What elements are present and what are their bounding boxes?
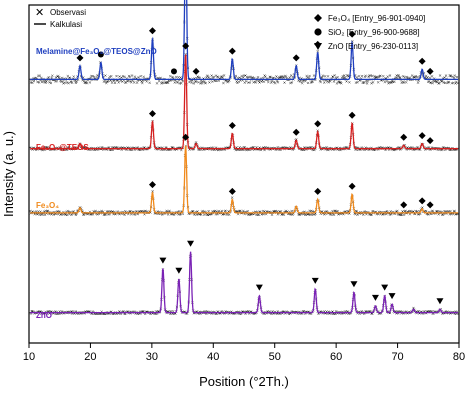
observasi-legend-marker: ✕ <box>35 7 44 19</box>
kalkulasi-legend-label: Kalkulasi <box>50 20 82 29</box>
fe3o4-diamond-marker <box>418 197 426 205</box>
calculated-line-series-2 <box>30 145 459 214</box>
x-tick-label: 70 <box>391 351 403 363</box>
x-tick-label: 80 <box>453 351 465 363</box>
fe3o4-diamond-marker <box>400 133 408 141</box>
x-tick-label: 40 <box>207 351 219 363</box>
fe3o4-diamond-marker <box>314 187 322 195</box>
x-tick-label: 50 <box>269 351 281 363</box>
fe3o4-diamond-marker <box>348 30 356 38</box>
x-axis-label: Position (°2Th.) <box>199 374 289 389</box>
zno-triangle-marker <box>175 267 183 274</box>
y-axis-label: Intensity (a. u.) <box>1 131 16 217</box>
fe3o4-diamond-marker <box>76 54 84 62</box>
fe3o4-diamond-marker <box>418 132 426 140</box>
fe3o4-diamond-marker <box>348 111 356 119</box>
zno-triangle-marker <box>159 257 167 264</box>
series-label-fe3o4-teos: Fe₃O₄@TEOS <box>36 143 89 152</box>
zno-triangle-marker <box>436 298 444 305</box>
x-tick-label: 20 <box>84 351 96 363</box>
fe3o4-diamond-marker <box>148 27 156 35</box>
series-label-melamine: Melamine@Fe₃O₄@TEOS@ZnO <box>36 47 157 56</box>
fe3o4-diamond-marker <box>192 67 200 75</box>
calculated-line-series-1 <box>30 54 459 150</box>
fe3o4-legend-label: Fe₃O₄ [Entry_96-901-0940] <box>328 14 425 23</box>
zno-triangle-marker <box>187 240 195 247</box>
series-label-fe3o4: Fe₃O₄ <box>36 201 59 210</box>
phase-legend: Fe₃O₄ [Entry_96-901-0940] SiO₂ [Entry_96… <box>314 14 425 51</box>
zno-triangle-marker <box>371 294 379 301</box>
zno-legend-label: ZnO [Entry_96-230-0113] <box>328 42 418 51</box>
phase-markers-layer <box>76 27 444 305</box>
fe3o4-diamond-marker <box>228 47 236 55</box>
x-axis: 10 20 30 40 50 60 70 80 <box>23 343 465 363</box>
zno-triangle-marker <box>350 281 358 288</box>
zno-legend-triangle-icon <box>314 43 322 50</box>
sio2-legend-label: SiO₂ [Entry_96-900-9688] <box>328 28 420 37</box>
fe3o4-diamond-marker <box>228 187 236 195</box>
x-tick-label: 30 <box>146 351 158 363</box>
fe3o4-diamond-marker <box>182 42 190 50</box>
fe3o4-diamond-marker <box>292 128 300 136</box>
fe3o4-diamond-marker <box>228 121 236 129</box>
observasi-legend-label: Observasi <box>50 8 86 17</box>
sio2-circle-marker <box>170 68 177 75</box>
zno-triangle-marker <box>255 284 263 291</box>
fe3o4-diamond-marker <box>426 67 434 75</box>
fe3o4-diamond-marker <box>400 201 408 209</box>
fe3o4-diamond-marker <box>426 137 434 145</box>
zno-triangle-marker <box>388 293 396 300</box>
fe3o4-diamond-marker <box>292 54 300 62</box>
fe3o4-diamond-marker <box>426 201 434 209</box>
plot-frame <box>28 4 460 344</box>
fe3o4-diamond-marker <box>182 133 190 141</box>
fe3o4-diamond-marker <box>418 57 426 65</box>
series-label-zno: ZnO <box>36 311 52 320</box>
fe3o4-legend-diamond-icon <box>314 14 322 22</box>
calculated-line-series-3 <box>30 251 459 314</box>
zno-triangle-marker <box>311 277 319 284</box>
fe3o4-diamond-marker <box>148 181 156 189</box>
zno-triangle-marker <box>381 284 389 291</box>
fe3o4-diamond-marker <box>348 182 356 190</box>
calculated-line-series-0 <box>30 0 459 81</box>
traces-layer <box>28 0 460 316</box>
x-tick-label: 60 <box>330 351 342 363</box>
sio2-legend-circle-icon <box>314 28 322 36</box>
fe3o4-diamond-marker <box>148 110 156 118</box>
sio2-circle-marker <box>97 51 104 58</box>
x-tick-label: 10 <box>23 351 35 363</box>
fit-legend: ✕ Observasi Kalkulasi <box>34 7 86 29</box>
fe3o4-diamond-marker <box>314 120 322 128</box>
